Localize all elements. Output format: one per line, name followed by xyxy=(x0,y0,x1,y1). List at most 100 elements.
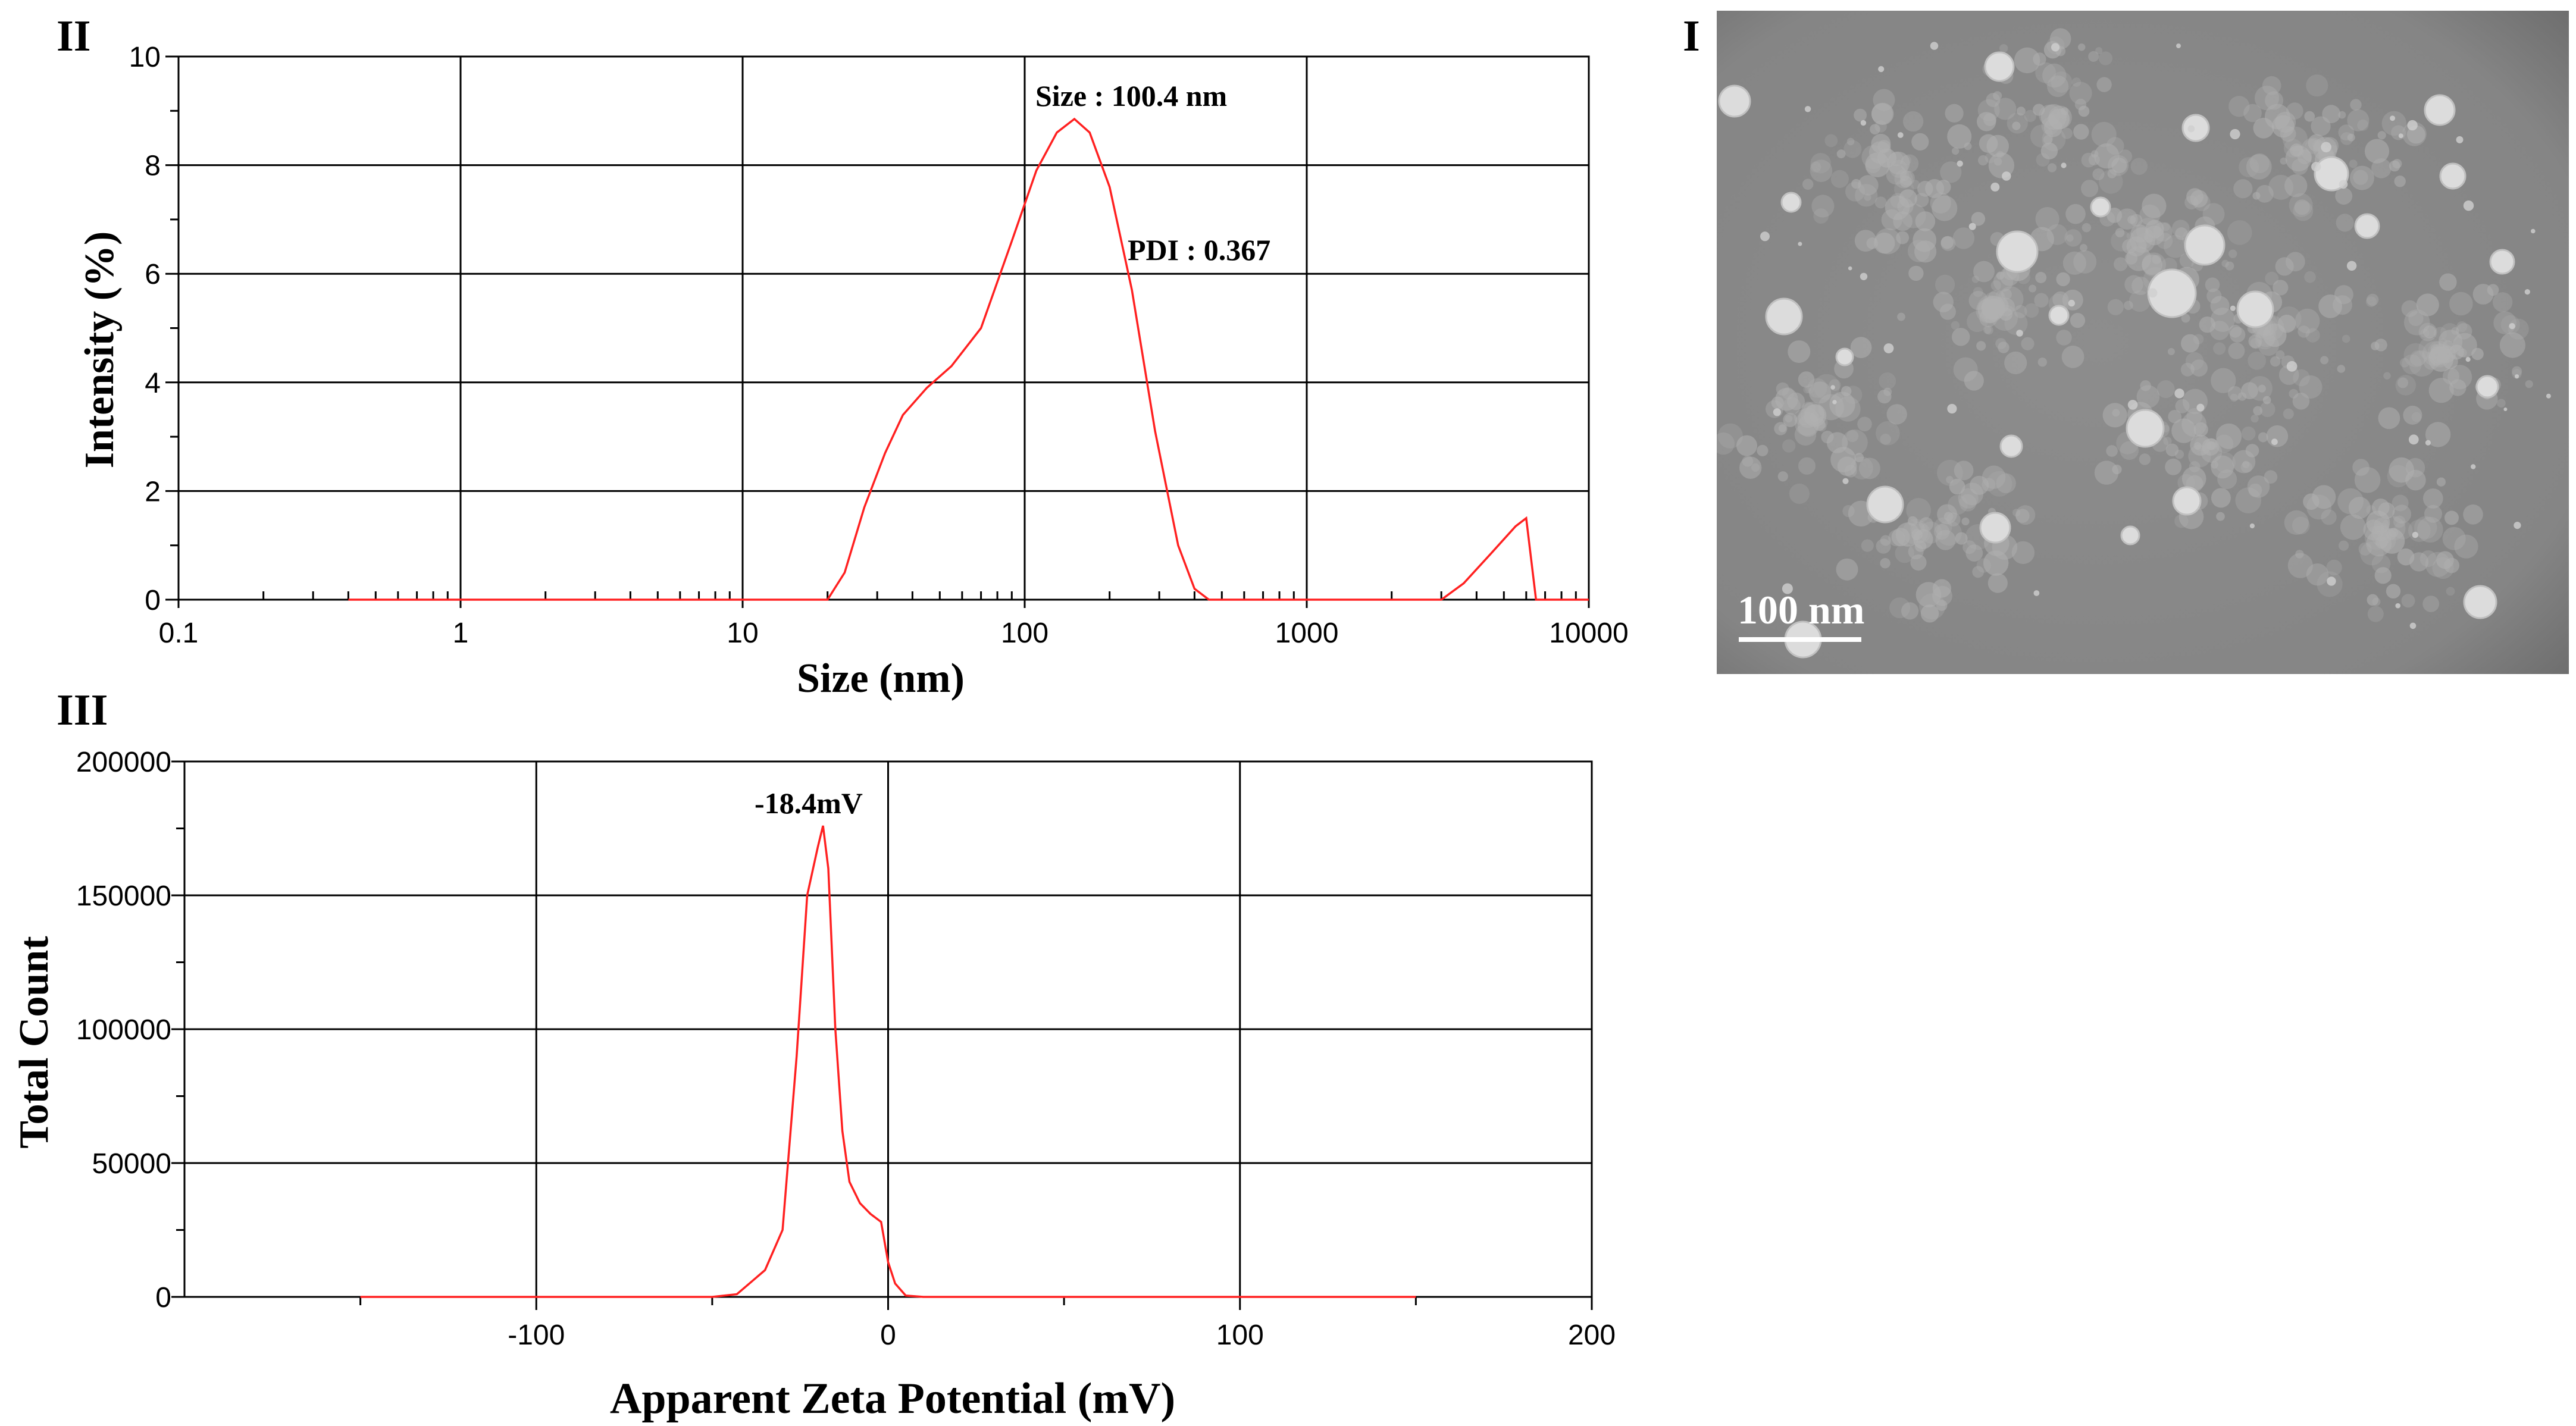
panel-letter-ii: II xyxy=(57,12,91,61)
tem-small-particle xyxy=(2509,323,2515,330)
tem-aggregate-blob xyxy=(2371,341,2380,350)
tem-aggregate-blob xyxy=(2171,418,2196,443)
tem-aggregate-blob xyxy=(2293,369,2310,387)
tem-aggregate-blob xyxy=(2080,244,2087,252)
tem-aggregate-blob xyxy=(2403,309,2430,336)
tem-aggregate-blob xyxy=(1986,134,2009,158)
tem-small-particle xyxy=(1897,132,1904,138)
tem-aggregate-blob xyxy=(1993,157,2002,166)
tem-aggregate-blob xyxy=(2211,460,2218,469)
tem-aggregate-blob xyxy=(2015,509,2030,523)
tem-particle xyxy=(1780,192,1802,213)
tem-aggregate-blob xyxy=(1794,424,1817,446)
tem-aggregate-blob xyxy=(1836,149,1846,159)
tem-aggregate-blob xyxy=(1802,178,1814,190)
tem-aggregate-blob xyxy=(2014,47,2040,74)
tem-aggregate-blob xyxy=(1965,544,1983,562)
tem-aggregate-blob xyxy=(2336,214,2354,232)
tem-aggregate-blob xyxy=(2241,382,2258,399)
tem-aggregate-blob xyxy=(1919,517,1933,531)
tem-aggregate-blob xyxy=(1803,386,1811,394)
tem-aggregate-blob xyxy=(1789,483,1810,504)
tem-nanoparticles xyxy=(1718,42,2551,659)
tem-small-particle xyxy=(2456,136,2464,143)
tem-aggregate-blob xyxy=(2456,323,2472,340)
tem-aggregate-blob xyxy=(1883,387,1892,396)
tem-aggregate-blob xyxy=(1936,520,1962,546)
tem-small-particle xyxy=(1798,242,1802,246)
tem-aggregate-blob xyxy=(2245,444,2259,457)
tem-aggregate-blob xyxy=(2248,351,2267,370)
tem-aggregate-blob xyxy=(2152,255,2161,265)
tem-aggregate-blob xyxy=(1880,558,1890,569)
tem-small-particle xyxy=(2127,400,2138,410)
tem-aggregate-blob xyxy=(2091,121,2117,148)
tem-aggregate-blob xyxy=(2337,365,2346,373)
tem-aggregate-blob xyxy=(2073,124,2089,140)
tem-aggregate-blob xyxy=(2235,487,2261,513)
zeta-y-tick-label: 100000 xyxy=(76,1014,171,1046)
tem-aggregate-blob xyxy=(2394,175,2406,187)
tem-aggregate-blob xyxy=(2305,328,2320,343)
tem-aggregate-blob xyxy=(2275,350,2285,359)
tem-aggregate-blob xyxy=(2436,551,2454,569)
tem-aggregate-blob xyxy=(2211,455,2234,479)
tem-aggregate-blob xyxy=(2043,118,2062,137)
tem-aggregate-blob xyxy=(2206,288,2222,304)
tem-aggregate-blob xyxy=(1983,113,1996,127)
tem-aggregate-blob xyxy=(2163,437,2172,446)
tem-aggregate-blob xyxy=(2273,280,2289,296)
tem-aggregate-blob xyxy=(2403,405,2422,425)
tem-aggregate-blob xyxy=(1973,287,1983,297)
tem-aggregate-blob xyxy=(1858,457,1880,479)
tem-aggregate-blob xyxy=(2428,378,2454,403)
tem-aggregate-blob xyxy=(2230,327,2246,343)
tem-aggregate-blob xyxy=(1901,155,1912,165)
tem-aggregate-blob xyxy=(1946,476,1954,484)
tem-aggregate-blob xyxy=(2340,514,2366,540)
tem-small-particle xyxy=(2398,133,2403,139)
tem-aggregate-blob xyxy=(2165,443,2179,457)
tem-aggregate-blob xyxy=(2254,86,2280,111)
tem-aggregate-blob xyxy=(2039,104,2061,126)
tem-aggregate-blob xyxy=(2014,305,2027,318)
tem-small-particle xyxy=(1990,182,2000,192)
tem-aggregate-blob xyxy=(1794,409,1810,425)
tem-aggregate-blob xyxy=(1933,292,1954,312)
tem-particle xyxy=(2236,290,2274,328)
tem-aggregate-blob xyxy=(2228,342,2245,359)
tem-aggregate-blob xyxy=(2425,551,2450,578)
tem-aggregate-blob xyxy=(2029,284,2037,293)
tem-aggregate-blob xyxy=(2066,234,2074,242)
tem-small-particle xyxy=(1804,106,1811,112)
tem-aggregate-blob xyxy=(2024,303,2039,318)
tem-aggregate-blob xyxy=(2106,445,2118,457)
tem-aggregate-blob xyxy=(1861,539,1874,552)
tem-aggregate-blob xyxy=(2037,358,2047,367)
tem-particle xyxy=(2120,525,2140,546)
tem-small-particle xyxy=(2524,289,2530,295)
tem-aggregate-blob xyxy=(2333,295,2352,315)
tem-aggregate-blob xyxy=(2418,322,2437,341)
tem-aggregate-blob xyxy=(2266,425,2289,447)
tem-aggregate-blob xyxy=(1935,274,1955,294)
tem-aggregate-blob xyxy=(2268,174,2294,200)
tem-aggregate-blob xyxy=(2294,199,2310,215)
tem-aggregate-blob xyxy=(2298,325,2310,338)
tem-small-particle xyxy=(2068,299,2075,307)
tem-aggregate-blob xyxy=(2318,294,2343,318)
tem-aggregate-blob xyxy=(1850,456,1873,479)
tem-aggregate-blob xyxy=(2429,346,2450,368)
tem-small-particle xyxy=(2409,622,2417,629)
tem-aggregate-blob xyxy=(2168,410,2181,424)
tem-aggregate-blob xyxy=(2492,292,2513,312)
tem-aggregate-blob xyxy=(2092,168,2105,180)
tem-aggregate-blob xyxy=(2217,469,2237,490)
tem-aggregate-blob xyxy=(1787,392,1805,410)
tem-aggregate-blob xyxy=(1940,236,1954,249)
tem-aggregate-blob xyxy=(1899,189,1917,208)
tem-aggregate-blob xyxy=(1998,341,2010,353)
tem-aggregate-blob xyxy=(2264,470,2278,484)
tem-small-particle xyxy=(1860,120,1867,126)
tem-aggregate-blob xyxy=(2056,330,2072,346)
